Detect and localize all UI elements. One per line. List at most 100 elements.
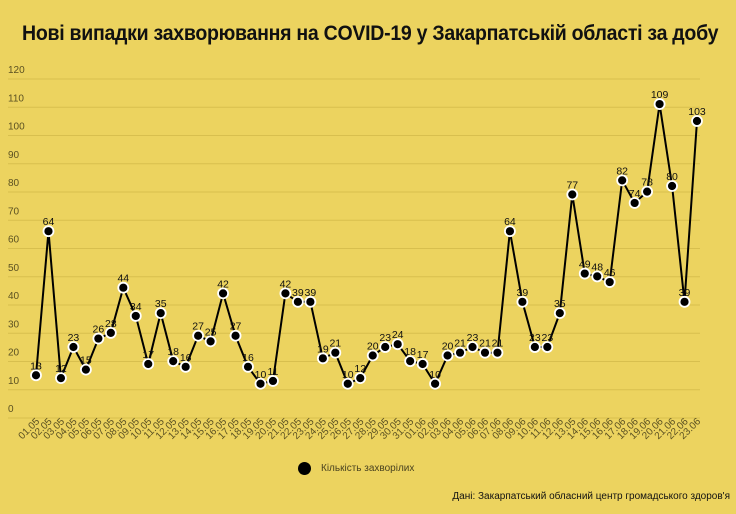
- data-label: 74: [629, 188, 641, 200]
- data-label: 21: [329, 338, 341, 350]
- data-label: 78: [641, 177, 653, 189]
- data-point[interactable]: [491, 346, 504, 359]
- data-point[interactable]: [304, 295, 317, 308]
- data-point[interactable]: [628, 197, 641, 209]
- data-point[interactable]: [441, 349, 454, 362]
- data-point[interactable]: [479, 346, 491, 359]
- data-label: 21: [492, 338, 504, 350]
- data-point[interactable]: [653, 98, 666, 110]
- chart-title: Нові випадки захворювання на COVID-19 у …: [22, 22, 719, 45]
- data-label: 23: [467, 332, 479, 344]
- data-point[interactable]: [366, 349, 379, 362]
- y-tick-label: 100: [8, 122, 25, 133]
- data-point[interactable]: [528, 341, 541, 353]
- y-tick-label: 20: [8, 348, 20, 359]
- data-label: 12: [354, 363, 366, 375]
- data-point[interactable]: [616, 174, 629, 187]
- y-tick-label: 40: [8, 291, 20, 302]
- data-label: 48: [591, 261, 603, 273]
- data-point[interactable]: [154, 307, 167, 320]
- data-point[interactable]: [67, 341, 80, 353]
- data-label: 10: [255, 369, 267, 381]
- data-point[interactable]: [416, 358, 429, 370]
- data-point[interactable]: [104, 326, 117, 339]
- data-point[interactable]: [242, 360, 254, 373]
- data-label: 25: [205, 326, 217, 338]
- data-point[interactable]: [566, 188, 579, 201]
- data-label: 39: [517, 287, 529, 299]
- data-point[interactable]: [379, 341, 392, 353]
- data-label: 35: [155, 298, 167, 310]
- data-point[interactable]: [341, 377, 354, 390]
- data-point[interactable]: [79, 363, 92, 376]
- data-point[interactable]: [30, 369, 42, 382]
- data-label: 21: [454, 338, 466, 350]
- data-point[interactable]: [329, 346, 342, 359]
- data-point[interactable]: [117, 281, 130, 294]
- data-label: 44: [117, 273, 129, 285]
- data-point[interactable]: [292, 295, 304, 308]
- y-tick-label: 80: [8, 178, 20, 189]
- data-label: 46: [604, 267, 616, 279]
- data-label: 12: [55, 363, 67, 375]
- data-point[interactable]: [603, 276, 616, 288]
- legend-marker-icon: [298, 462, 311, 475]
- data-point[interactable]: [678, 295, 691, 308]
- data-point[interactable]: [553, 307, 566, 320]
- data-point[interactable]: [217, 287, 229, 300]
- data-label: 39: [292, 287, 304, 299]
- y-tick-label: 110: [8, 93, 24, 104]
- data-label: 109: [651, 89, 669, 101]
- data-label: 42: [217, 278, 229, 290]
- data-point[interactable]: [267, 375, 279, 387]
- data-point[interactable]: [167, 355, 180, 368]
- data-point[interactable]: [192, 329, 205, 342]
- data-point[interactable]: [466, 341, 479, 353]
- y-tick-label: 50: [8, 263, 20, 274]
- data-point[interactable]: [516, 295, 529, 308]
- data-point[interactable]: [42, 225, 55, 238]
- data-point[interactable]: [279, 287, 292, 300]
- data-point[interactable]: [316, 352, 329, 365]
- y-axis: 0 10 20 30 40 50 60 70 80 90 100 110 120: [8, 65, 25, 415]
- data-point[interactable]: [142, 358, 155, 370]
- data-point[interactable]: [666, 180, 678, 192]
- data-point[interactable]: [179, 360, 192, 373]
- data-point[interactable]: [55, 372, 67, 385]
- data-label: 39: [305, 287, 317, 299]
- data-point[interactable]: [129, 310, 142, 322]
- data-label: 19: [317, 343, 329, 355]
- data-point[interactable]: [541, 341, 554, 353]
- x-axis: 01.0502.0503.0504.0505.0506.0507.0508.05…: [17, 416, 704, 442]
- data-label: 49: [579, 259, 591, 271]
- data-point[interactable]: [92, 332, 105, 345]
- source-note: Дані: Закарпатський обласний центр грома…: [452, 491, 730, 502]
- data-point[interactable]: [204, 335, 217, 348]
- data-point[interactable]: [454, 346, 466, 359]
- data-points: [30, 98, 703, 390]
- data-label: 82: [616, 165, 628, 177]
- data-label: 28: [105, 318, 117, 330]
- data-label: 18: [404, 346, 416, 358]
- data-label: 39: [679, 287, 691, 299]
- data-label: 77: [566, 179, 578, 191]
- data-point[interactable]: [404, 355, 417, 368]
- data-point[interactable]: [229, 329, 242, 342]
- data-point[interactable]: [254, 377, 267, 390]
- legend: Кількість захворілих: [298, 462, 414, 475]
- data-label: 20: [442, 341, 454, 353]
- data-point[interactable]: [504, 225, 516, 238]
- data-label: 27: [192, 321, 204, 333]
- data-point[interactable]: [354, 372, 367, 385]
- data-point[interactable]: [591, 270, 604, 283]
- data-label: 42: [280, 278, 292, 290]
- data-label: 23: [68, 332, 80, 344]
- data-point[interactable]: [578, 267, 591, 280]
- data-label: 103: [688, 106, 706, 118]
- data-point[interactable]: [641, 185, 654, 198]
- data-point[interactable]: [391, 338, 404, 351]
- data-point[interactable]: [429, 377, 441, 390]
- data-point[interactable]: [691, 115, 703, 127]
